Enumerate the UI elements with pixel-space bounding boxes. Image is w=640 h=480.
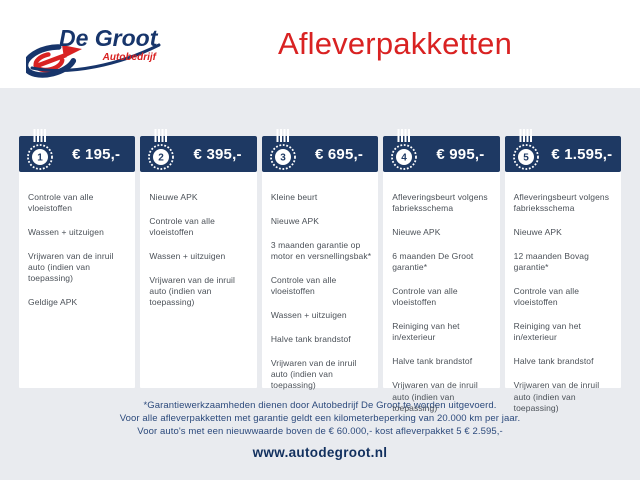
medal-icon: 1 bbox=[27, 129, 53, 170]
package-features: Afleveringsbeurt volgens fabrieksschema N… bbox=[505, 172, 621, 414]
package-feature: Vrijwaren van de inruil auto (indien van… bbox=[513, 380, 600, 413]
package-feature: Afleveringsbeurt volgens fabrieksschema bbox=[513, 192, 610, 214]
package-feature: Vrijwaren van de inruil auto (indien van… bbox=[270, 358, 357, 391]
package-price: € 195,- bbox=[72, 145, 121, 163]
footnotes: *Garantiewerkzaamheden dienen door Autob… bbox=[0, 399, 640, 438]
brand-name: De Groot bbox=[59, 25, 159, 51]
package-features: Afleveringsbeurt volgens fabrieksschema N… bbox=[383, 172, 499, 414]
package-feature: 12 maanden Bovag garantie* bbox=[513, 251, 589, 273]
brand-logo: De Groot Autobedrijf bbox=[22, 18, 166, 78]
package-feature: Nieuwe APK bbox=[513, 227, 562, 238]
package-header: 1 € 195,- bbox=[19, 129, 136, 172]
package-price: € 1.595,- bbox=[551, 145, 613, 163]
medal-icon: 3 bbox=[269, 129, 296, 170]
medal-ribbon bbox=[276, 129, 289, 142]
package-feature: Vrijwaren van de inruil auto (indien van… bbox=[28, 251, 114, 284]
package-feature: Reiniging van het in/exterieur bbox=[392, 321, 460, 343]
package-features: Nieuwe APK Controle van alle vloeistoffen… bbox=[140, 172, 256, 308]
medal-ribbon bbox=[397, 129, 411, 142]
footnote-kilometers: Voor alle afleverpakketten met garantie … bbox=[119, 413, 521, 424]
package-feature: Vrijwaren van de inruil auto (indien van… bbox=[392, 380, 478, 413]
package-feature: Wassen + uitzuigen bbox=[270, 310, 347, 321]
package-feature: Wassen + uitzuigen bbox=[149, 251, 226, 262]
medal-icon: 4 bbox=[391, 129, 418, 170]
medal-number: 4 bbox=[401, 153, 407, 164]
package-header: 3 € 695,- bbox=[261, 129, 379, 172]
package-price: € 995,- bbox=[436, 145, 485, 163]
medal-number: 1 bbox=[37, 153, 43, 164]
package-feature: Nieuwe APK bbox=[149, 192, 198, 202]
package-feature: Halve tank brandstof bbox=[270, 334, 351, 345]
medal-number: 2 bbox=[159, 153, 165, 164]
package-features: Controle van alle vloeistoffen Wassen + u… bbox=[19, 172, 135, 308]
package-feature: Afleveringsbeurt volgens fabrieksschema bbox=[392, 192, 488, 214]
brand-subtitle: Autobedrijf bbox=[102, 52, 158, 63]
package-feature: Controle van alle vloeistoffen bbox=[270, 275, 337, 297]
underline-swoosh-icon bbox=[30, 43, 161, 72]
package-feature: Vrijwaren van de inruil auto (indien van… bbox=[149, 275, 236, 308]
package-feature: Nieuwe APK bbox=[392, 227, 441, 238]
medal-ribbon bbox=[519, 129, 532, 142]
header: De Groot Autobedrijf Afleverpakketten bbox=[0, 0, 640, 88]
package-card: 3 € 695,- Kleine beurt Nieuwe APK 3 maande… bbox=[261, 129, 379, 390]
page-title: Afleverpakketten bbox=[277, 26, 513, 61]
footnote-guarantee: *Garantiewerkzaamheden dienen door Autob… bbox=[143, 400, 497, 411]
package-header: 2 € 395,- bbox=[140, 129, 257, 172]
medal-number: 5 bbox=[523, 153, 529, 164]
footnote-newvalue: Voor auto's met een nieuwwaarde boven de… bbox=[137, 426, 503, 437]
package-price: € 695,- bbox=[314, 145, 364, 163]
package-feature: Controle van alle vloeistoffen bbox=[149, 216, 215, 238]
package-feature: Controle van alle vloeistoffen bbox=[28, 192, 94, 214]
package-price: € 395,- bbox=[193, 145, 242, 163]
package-feature: Reiniging van het in/exterieur bbox=[513, 321, 582, 343]
package-card: 5 € 1.595,- Afleveringsbeurt volgens fab… bbox=[504, 129, 622, 413]
medal-ribbon bbox=[154, 129, 168, 142]
package-feature: Geldige APK bbox=[28, 297, 78, 308]
package-card: 2 € 395,- Nieuwe APK Controle van alle vl… bbox=[140, 129, 257, 388]
medal-icon: 5 bbox=[512, 129, 539, 170]
package-feature: Nieuwe APK bbox=[270, 216, 320, 227]
package-list: 1 € 195,- Controle van alle vloeistoffen… bbox=[19, 129, 622, 413]
package-feature: Controle van alle vloeistoffen bbox=[392, 286, 458, 308]
package-features: Kleine beurt Nieuwe APK 3 maanden garantie… bbox=[262, 172, 378, 392]
package-feature: Halve tank brandstof bbox=[513, 356, 594, 367]
package-feature: Wassen + uitzuigen bbox=[28, 227, 104, 238]
package-card: 1 € 195,- Controle van alle vloeistoffen… bbox=[19, 129, 136, 388]
medal-number: 3 bbox=[280, 153, 286, 164]
package-header: 5 € 1.595,- bbox=[504, 129, 622, 172]
content-area: 1 € 195,- Controle van alle vloeistoffen… bbox=[0, 88, 640, 480]
package-feature: Kleine beurt bbox=[270, 192, 318, 202]
medal-ribbon bbox=[33, 129, 46, 142]
medal-icon: 2 bbox=[148, 129, 175, 170]
package-feature: 3 maanden garantie op motor en versnelli… bbox=[270, 240, 372, 262]
package-header: 4 € 995,- bbox=[383, 129, 500, 172]
package-feature: Controle van alle vloeistoffen bbox=[513, 286, 580, 308]
package-feature: Halve tank brandstof bbox=[392, 356, 473, 367]
brand-logo-graphic: De Groot Autobedrijf bbox=[22, 25, 161, 78]
package-card: 4 € 995,- Afleveringsbeurt volgens fabri… bbox=[383, 129, 500, 413]
website-link[interactable]: www.autodegroot.nl bbox=[252, 445, 388, 460]
package-feature: 6 maanden De Groot garantie* bbox=[392, 251, 474, 273]
